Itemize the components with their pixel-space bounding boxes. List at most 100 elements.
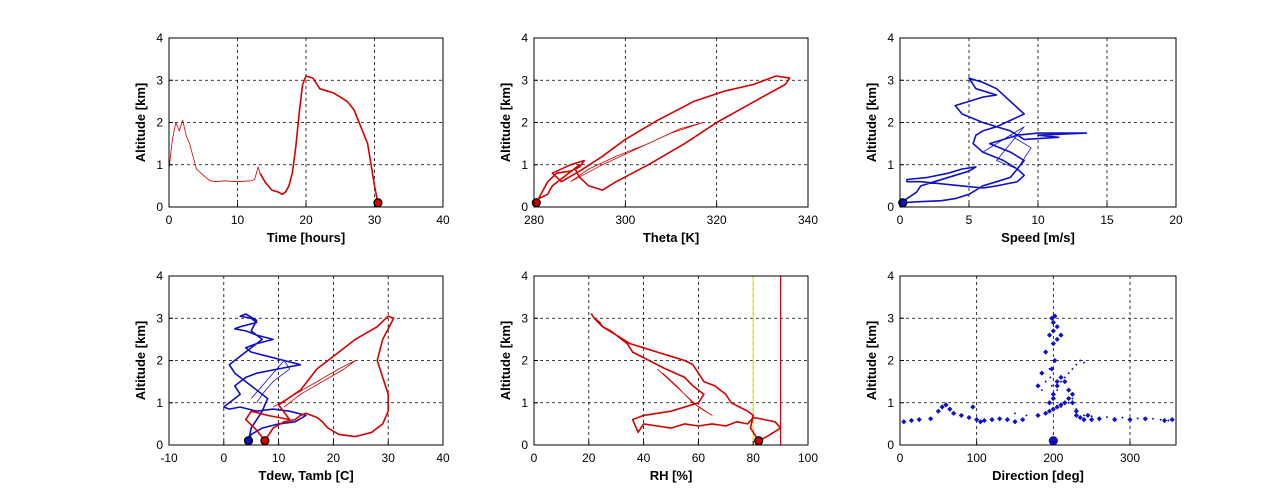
- data-point: [1035, 412, 1041, 419]
- x-tick-label: 0: [897, 451, 904, 465]
- y-tick-label: 3: [521, 311, 528, 325]
- data-point: [1151, 417, 1155, 421]
- start-marker: [260, 436, 270, 446]
- y-tick-label: 2: [521, 354, 528, 368]
- series-line-1: [259, 75, 379, 203]
- x-tick-label: 320: [707, 213, 727, 227]
- data-point: [1121, 416, 1124, 419]
- data-point: [1043, 349, 1049, 355]
- series-line-0: [168, 120, 261, 183]
- y-tick-label: 3: [521, 73, 528, 87]
- data-point: [1136, 417, 1139, 420]
- series-line-1: [535, 75, 791, 204]
- data-point: [1054, 383, 1060, 389]
- y-tick-label: 4: [156, 31, 163, 45]
- data-point: [1066, 387, 1072, 393]
- data-point: [1049, 376, 1052, 379]
- y-axis-label: Altitude [km]: [498, 321, 513, 400]
- data-point: [1067, 371, 1070, 375]
- x-axis-label: Tdew, Tamb [C]: [258, 468, 353, 483]
- data-point: [1082, 361, 1086, 364]
- data-point: [1046, 332, 1053, 338]
- data-point: [1096, 416, 1102, 422]
- x-tick-label: 20: [299, 213, 313, 227]
- data-point: [1050, 406, 1056, 412]
- x-axis-label: Theta [K]: [643, 230, 699, 245]
- x-tick-label: 20: [1169, 213, 1183, 227]
- data-point: [1069, 391, 1076, 397]
- start-marker: [243, 436, 254, 446]
- data-point: [1082, 414, 1086, 417]
- x-tick-label: 200: [1043, 451, 1063, 465]
- data-point: [1054, 336, 1060, 342]
- data-point: [1058, 402, 1064, 408]
- data-point: [981, 417, 987, 424]
- start-marker: [531, 198, 541, 208]
- x-tick-label: 40: [637, 451, 651, 465]
- x-tick-label: 5: [966, 213, 973, 227]
- x-tick-label: 280: [524, 213, 544, 227]
- y-axis-label: Altitude [km]: [133, 321, 148, 400]
- data-point: [1054, 324, 1060, 330]
- data-point: [1066, 395, 1072, 402]
- x-tick-label: 0: [166, 213, 173, 227]
- data-point: [1050, 328, 1056, 334]
- data-point: [1063, 376, 1067, 379]
- y-tick-label: 2: [156, 354, 163, 368]
- series-line-0: [982, 126, 1032, 170]
- y-tick-label: 1: [156, 158, 163, 172]
- data-point: [1161, 417, 1168, 424]
- data-point: [958, 412, 964, 419]
- data-point: [1025, 414, 1028, 417]
- data-point: [1043, 410, 1049, 416]
- x-tick-label: 20: [582, 451, 596, 465]
- subplot-theta: 280 300 320 340 0 1 2 3 4 Theta [K] Altitude [km]: [498, 31, 818, 245]
- y-tick-label: 1: [156, 396, 163, 410]
- x-tick-label: 0: [897, 213, 904, 227]
- data-point: [1013, 412, 1017, 415]
- data-point: [1004, 417, 1010, 423]
- data-point: [989, 417, 995, 423]
- data-point: [1089, 417, 1095, 423]
- x-axis-label: Time [hours]: [267, 230, 346, 245]
- y-tick-label: 4: [156, 269, 163, 283]
- data-point: [939, 404, 945, 410]
- data-point: [1050, 391, 1056, 397]
- data-point: [1052, 313, 1058, 319]
- x-tick-label: 100: [967, 451, 987, 465]
- y-tick-label: 4: [887, 269, 894, 283]
- data-point: [901, 419, 907, 425]
- data-point: [935, 408, 941, 414]
- series-line-3: [244, 315, 395, 442]
- plot-area: [169, 276, 443, 445]
- data-point: [1062, 400, 1068, 406]
- data-point: [928, 416, 934, 422]
- data-point: [1071, 367, 1074, 371]
- data-point: [951, 410, 957, 416]
- data-point: [966, 414, 972, 421]
- data-point: [1169, 417, 1175, 423]
- data-point: [1071, 397, 1074, 400]
- data-point: [1073, 408, 1079, 414]
- data-point: [1054, 404, 1060, 410]
- series-line-1: [902, 77, 1088, 204]
- data-point: [970, 404, 976, 410]
- data-point: [1052, 357, 1058, 364]
- x-tick-label: -10: [160, 451, 178, 465]
- y-tick-label: 3: [156, 311, 163, 325]
- x-tick-label: 300: [615, 213, 635, 227]
- data-point: [1049, 366, 1055, 372]
- data-point: [977, 419, 984, 425]
- x-tick-label: 10: [231, 213, 245, 227]
- data-point: [1055, 388, 1059, 392]
- y-tick-label: 1: [887, 158, 894, 172]
- data-point: [1050, 395, 1056, 402]
- subplot-time: 0 10 20 30 40 0 1 2 3 4 Time [hours] Altitude [km]: [133, 31, 450, 245]
- x-tick-label: 60: [692, 451, 706, 465]
- series-line-1: [590, 313, 782, 442]
- x-tick-label: 100: [798, 451, 818, 465]
- x-axis-label: RH [%]: [650, 468, 693, 483]
- y-tick-label: 1: [521, 396, 528, 410]
